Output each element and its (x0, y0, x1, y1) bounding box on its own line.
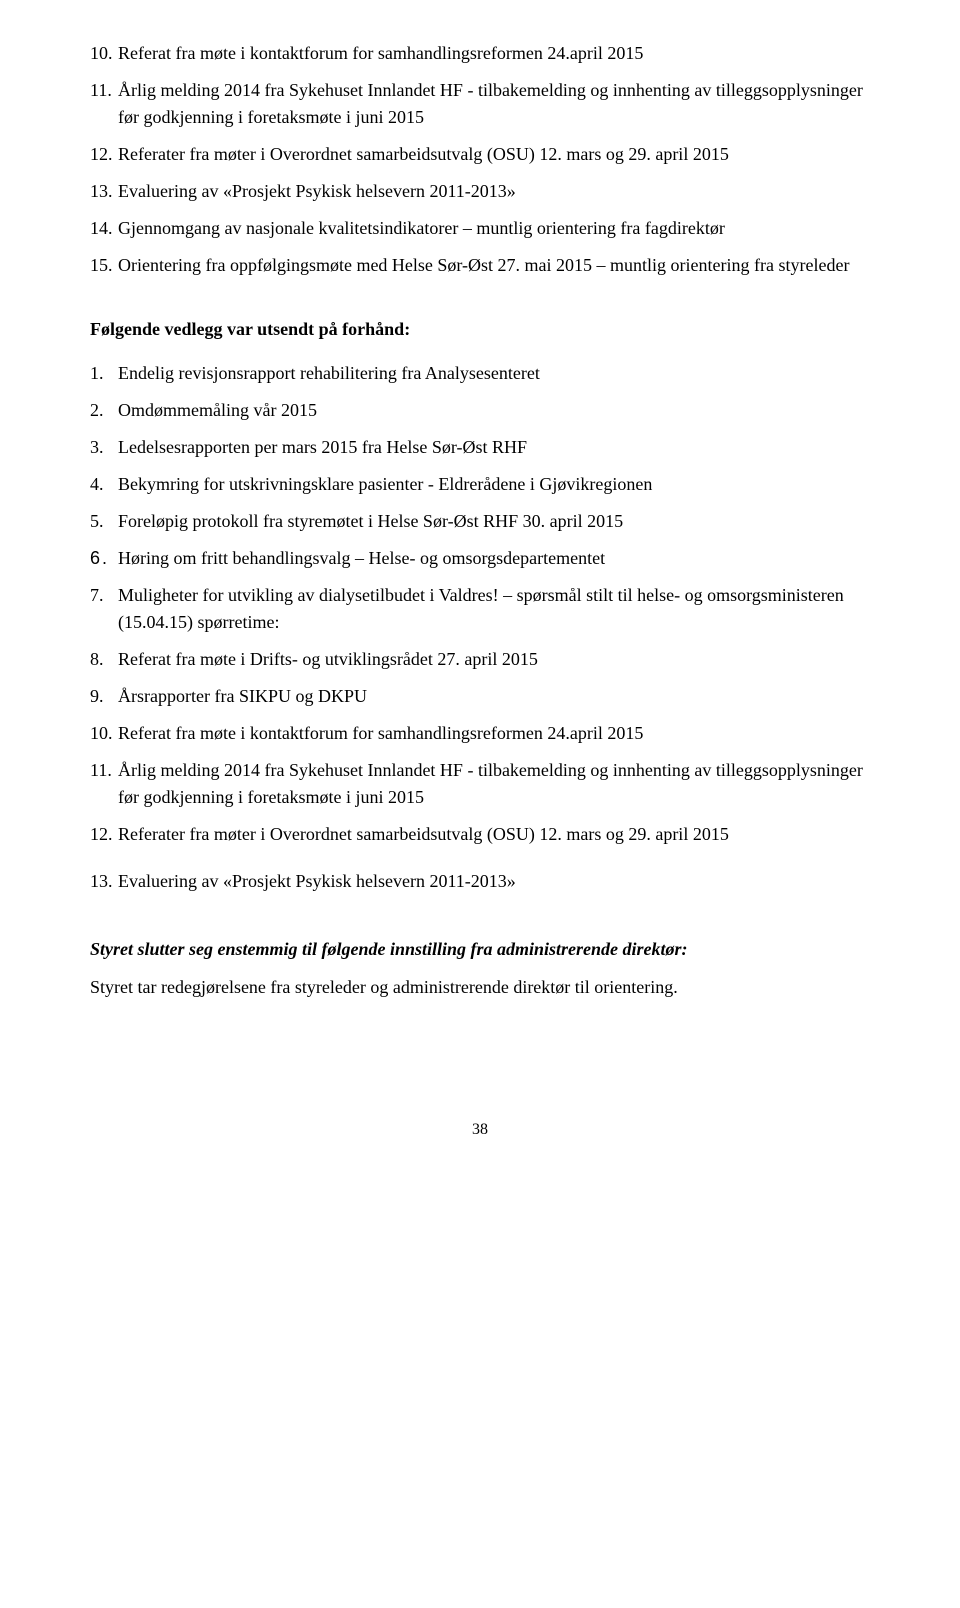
list-item-number: 6. (90, 545, 118, 572)
list-item: 13.Evaluering av «Prosjekt Psykisk helse… (90, 868, 870, 895)
list-item: 2.Omdømmemåling vår 2015 (90, 397, 870, 424)
list-item-text: Evaluering av «Prosjekt Psykisk helsever… (118, 868, 870, 895)
list-item-text: Årlig melding 2014 fra Sykehuset Innland… (118, 757, 870, 811)
list-item-number: 5. (90, 508, 118, 535)
list-item-number: 9. (90, 683, 118, 710)
list-item: 7.Muligheter for utvikling av dialysetil… (90, 582, 870, 636)
list-item: 6.Høring om fritt behandlingsvalg – Hels… (90, 545, 870, 572)
list-item-text: Årsrapporter fra SIKPU og DKPU (118, 683, 870, 710)
list-item-text: Omdømmemåling vår 2015 (118, 397, 870, 424)
list-item-text: Foreløpig protokoll fra styremøtet i Hel… (118, 508, 870, 535)
section-heading: Følgende vedlegg var utsendt på forhånd: (90, 319, 870, 340)
list-item-number: 1. (90, 360, 118, 387)
list-item-number: 4. (90, 471, 118, 498)
list-item-text: Ledelsesrapporten per mars 2015 fra Hels… (118, 434, 870, 461)
list-item-text: Referat fra møte i Drifts- og utviklings… (118, 646, 870, 673)
list-item: 1.Endelig revisjonsrapport rehabiliterin… (90, 360, 870, 387)
list-item-text: Høring om fritt behandlingsvalg – Helse-… (118, 545, 870, 572)
list-item-number: 15. (90, 252, 118, 279)
list-item-number: 10. (90, 720, 118, 747)
list-item-text: Muligheter for utvikling av dialysetilbu… (118, 582, 870, 636)
list-item-text: Orientering fra oppfølgingsmøte med Hels… (118, 252, 870, 279)
list-item-number: 12. (90, 821, 118, 848)
list-item: 8.Referat fra møte i Drifts- og utviklin… (90, 646, 870, 673)
list-item: 11.Årlig melding 2014 fra Sykehuset Innl… (90, 757, 870, 811)
list-item: 4.Bekymring for utskrivningsklare pasien… (90, 471, 870, 498)
list-item: 10.Referat fra møte i kontaktforum for s… (90, 720, 870, 747)
list-item-number: 2. (90, 397, 118, 424)
list-item-text: Gjennomgang av nasjonale kvalitetsindika… (118, 215, 870, 242)
list-item: 15.Orientering fra oppfølgingsmøte med H… (90, 252, 870, 279)
list-item-number: 3. (90, 434, 118, 461)
page-number: 38 (90, 1121, 870, 1139)
list-item-number: 11. (90, 77, 118, 131)
list-item: 9.Årsrapporter fra SIKPU og DKPU (90, 683, 870, 710)
closing-text: Styret tar redegjørelsene fra styreleder… (90, 974, 870, 1001)
list-item-text: Referater fra møter i Overordnet samarbe… (118, 141, 870, 168)
list-item: 11.Årlig melding 2014 fra Sykehuset Innl… (90, 77, 870, 131)
list-item-text: Referater fra møter i Overordnet samarbe… (118, 821, 870, 848)
list-item: 14.Gjennomgang av nasjonale kvalitetsind… (90, 215, 870, 242)
list-item: 12.Referater fra møter i Overordnet sama… (90, 141, 870, 168)
list-item-text: Årlig melding 2014 fra Sykehuset Innland… (118, 77, 870, 131)
middle-numbered-list: 1.Endelig revisjonsrapport rehabiliterin… (90, 360, 870, 895)
list-item-text: Referat fra møte i kontaktforum for samh… (118, 720, 870, 747)
list-item-number: 10. (90, 40, 118, 67)
list-item: 10.Referat fra møte i kontaktforum for s… (90, 40, 870, 67)
top-numbered-list: 10.Referat fra møte i kontaktforum for s… (90, 40, 870, 279)
list-item: 5.Foreløpig protokoll fra styremøtet i H… (90, 508, 870, 535)
list-item-text: Evaluering av «Prosjekt Psykisk helsever… (118, 178, 870, 205)
list-item-number: 12. (90, 141, 118, 168)
list-item-text: Bekymring for utskrivningsklare pasiente… (118, 471, 870, 498)
list-item: 13.Evaluering av «Prosjekt Psykisk helse… (90, 178, 870, 205)
list-item: 12.Referater fra møter i Overordnet sama… (90, 821, 870, 848)
list-item-number: 13. (90, 868, 118, 895)
list-item-number: 14. (90, 215, 118, 242)
list-item-number: 7. (90, 582, 118, 636)
list-item-text: Referat fra møte i kontaktforum for samh… (118, 40, 870, 67)
list-item: 3.Ledelsesrapporten per mars 2015 fra He… (90, 434, 870, 461)
list-item-number: 13. (90, 178, 118, 205)
list-item-number: 11. (90, 757, 118, 811)
list-item-text: Endelig revisjonsrapport rehabilitering … (118, 360, 870, 387)
closing-heading: Styret slutter seg enstemmig til følgend… (90, 939, 870, 960)
list-item-number: 8. (90, 646, 118, 673)
